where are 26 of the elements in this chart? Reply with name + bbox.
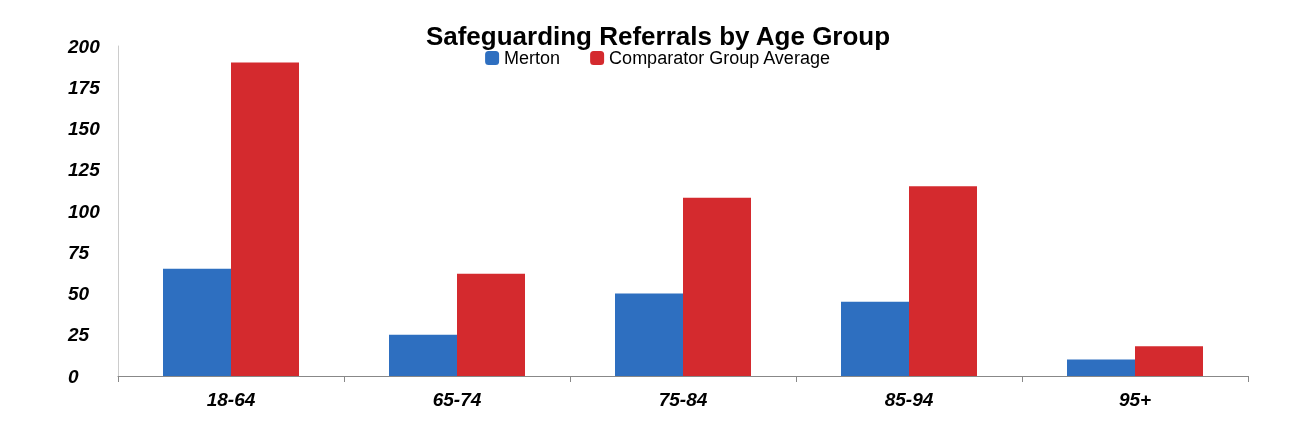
bar <box>231 62 299 376</box>
y-tick-label: 25 <box>67 324 90 346</box>
x-tick-label: 65-74 <box>432 389 482 410</box>
x-tick-label: 18-64 <box>206 389 256 410</box>
bar <box>457 273 525 376</box>
bar <box>389 334 457 376</box>
y-tick-label: 200 <box>67 35 101 57</box>
x-tick-label: 95+ <box>1118 389 1152 410</box>
y-tick-label: 150 <box>68 118 101 139</box>
x-tick-label: 75-84 <box>658 389 708 410</box>
x-tick-label: 85-94 <box>884 389 934 410</box>
y-tick-label: 175 <box>68 76 101 98</box>
bar <box>909 186 977 376</box>
bar <box>163 268 231 376</box>
chart-title: Safeguarding Referrals by Age Group <box>425 21 891 51</box>
bar <box>1067 359 1135 376</box>
legend-label: Merton <box>504 48 561 68</box>
bar <box>683 197 751 376</box>
bar <box>615 293 683 376</box>
y-tick-label: 125 <box>68 159 101 181</box>
bar <box>841 301 909 376</box>
y-tick-label: 75 <box>68 241 90 263</box>
bar <box>1135 346 1203 376</box>
y-tick-label: 50 <box>68 283 90 304</box>
y-tick-label: 100 <box>68 200 101 222</box>
y-tick-label: 0 <box>68 365 79 387</box>
